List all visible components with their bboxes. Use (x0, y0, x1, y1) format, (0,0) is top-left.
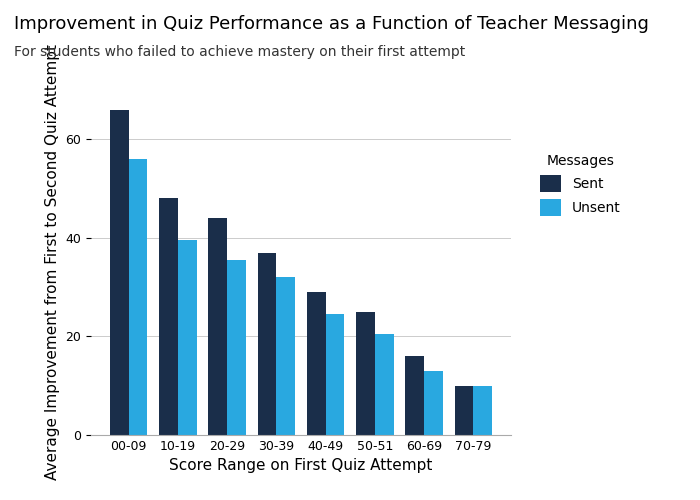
Bar (178, 240, 197, 435)
Bar (473, 386, 492, 435)
Y-axis label: Average Improvement from First to Second Quiz Attempt: Average Improvement from First to Second… (45, 44, 60, 480)
Bar (276, 278, 295, 435)
Bar (405, 356, 424, 435)
Bar (454, 386, 473, 435)
Bar (356, 312, 374, 435)
Bar (307, 292, 326, 435)
Bar (209, 218, 228, 435)
Bar (424, 371, 442, 435)
Bar (110, 110, 129, 435)
Bar (258, 252, 277, 435)
Text: Improvement in Quiz Performance as a Function of Teacher Messaging: Improvement in Quiz Performance as a Fun… (14, 15, 649, 33)
Bar (326, 314, 344, 435)
Legend: Sent, Unsent: Sent, Unsent (535, 148, 626, 222)
Bar (374, 334, 393, 435)
Bar (228, 260, 246, 435)
Text: For students who failed to achieve mastery on their first attempt: For students who failed to achieve maste… (14, 45, 466, 59)
Bar (129, 159, 148, 435)
X-axis label: Score Range on First Quiz Attempt: Score Range on First Quiz Attempt (169, 458, 433, 473)
Bar (160, 198, 178, 435)
